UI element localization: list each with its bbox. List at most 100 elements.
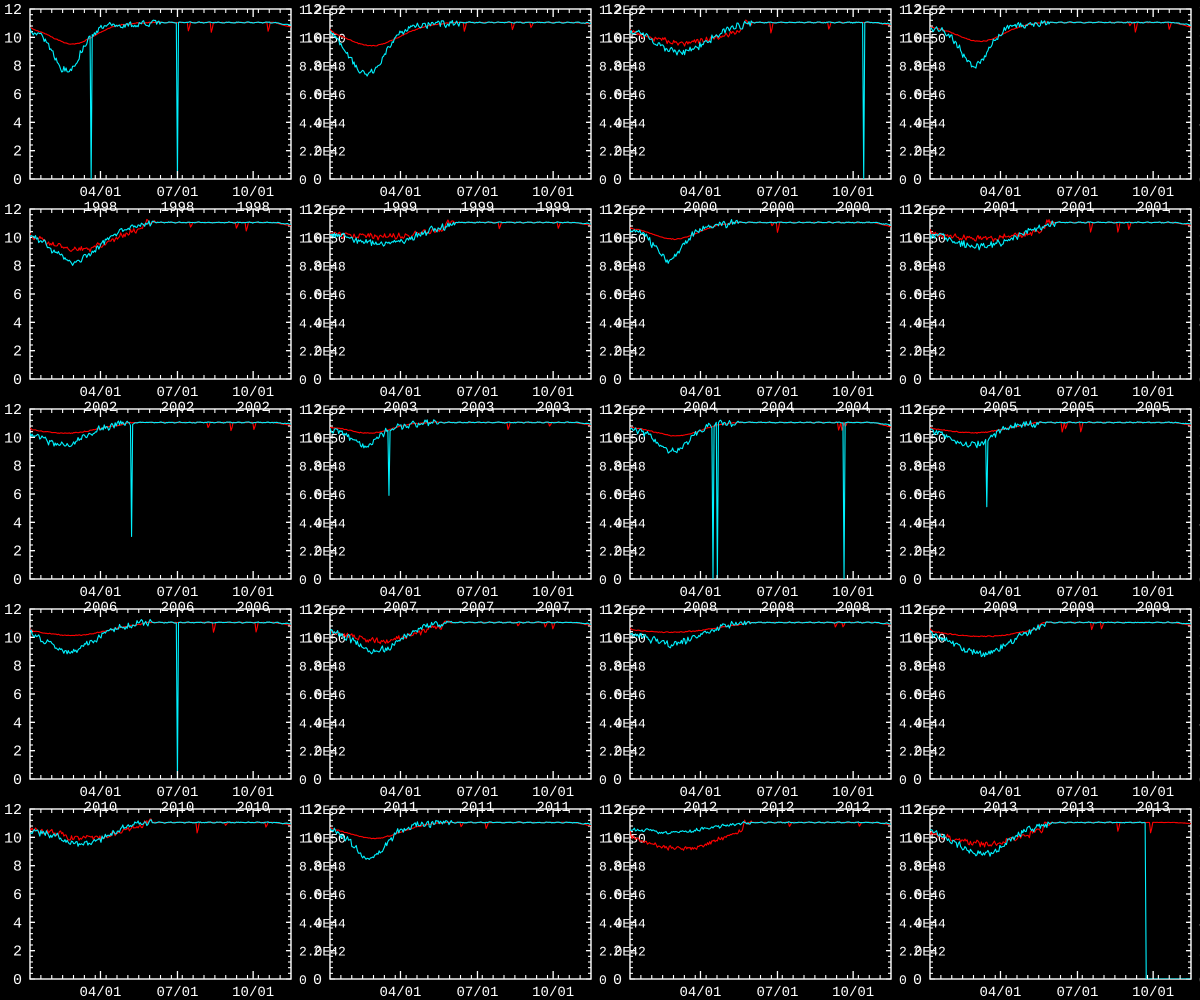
svg-text:10/01: 10/01: [232, 585, 274, 601]
svg-text:4: 4: [313, 715, 322, 732]
svg-text:2.0E42: 2.0E42: [299, 745, 346, 760]
svg-text:6: 6: [313, 887, 322, 904]
svg-text:8: 8: [313, 859, 322, 876]
svg-text:6.0E46: 6.0E46: [599, 288, 646, 303]
svg-text:2: 2: [913, 744, 922, 761]
svg-text:6.0E46: 6.0E46: [899, 88, 946, 103]
svg-text:10/01: 10/01: [232, 385, 274, 401]
svg-text:10/01: 10/01: [832, 185, 874, 201]
svg-text:4: 4: [613, 315, 622, 332]
svg-text:10: 10: [904, 230, 922, 247]
svg-text:8.0E48: 8.0E48: [599, 60, 646, 75]
svg-text:8: 8: [313, 59, 322, 76]
svg-text:2: 2: [313, 944, 322, 961]
svg-text:6: 6: [313, 87, 322, 104]
svg-text:6.0E46: 6.0E46: [899, 288, 946, 303]
svg-text:0: 0: [599, 373, 607, 388]
svg-text:12: 12: [4, 802, 22, 819]
svg-text:07/01: 07/01: [1056, 785, 1098, 801]
svg-text:2.0E42: 2.0E42: [899, 145, 946, 160]
svg-text:2.0E42: 2.0E42: [299, 145, 346, 160]
svg-text:12: 12: [904, 402, 922, 419]
svg-text:07/01: 07/01: [456, 385, 498, 401]
svg-text:2: 2: [13, 544, 22, 561]
svg-text:10/01: 10/01: [1132, 385, 1174, 401]
svg-text:0: 0: [13, 572, 22, 589]
svg-text:8: 8: [13, 459, 22, 476]
svg-text:0: 0: [299, 573, 307, 588]
svg-text:0: 0: [613, 172, 622, 189]
svg-text:4.0E44: 4.0E44: [899, 316, 946, 331]
svg-text:10/01: 10/01: [232, 185, 274, 201]
svg-text:8: 8: [613, 459, 622, 476]
svg-text:8: 8: [313, 659, 322, 676]
svg-text:04/01: 04/01: [379, 185, 421, 201]
svg-text:6: 6: [913, 887, 922, 904]
svg-text:4.0E44: 4.0E44: [599, 516, 646, 531]
svg-text:04/01: 04/01: [379, 585, 421, 601]
svg-text:4: 4: [313, 915, 322, 932]
svg-text:10/01: 10/01: [832, 785, 874, 801]
svg-text:8: 8: [13, 659, 22, 676]
svg-text:4.0E44: 4.0E44: [599, 716, 646, 731]
svg-text:10/01: 10/01: [532, 585, 574, 601]
svg-text:12: 12: [904, 2, 922, 19]
svg-text:4.0E44: 4.0E44: [599, 316, 646, 331]
svg-text:12: 12: [304, 602, 322, 619]
svg-text:6: 6: [913, 487, 922, 504]
svg-text:10/01: 10/01: [832, 585, 874, 601]
svg-text:2: 2: [913, 144, 922, 161]
svg-text:8.0E48: 8.0E48: [899, 260, 946, 275]
svg-text:07/01: 07/01: [1056, 385, 1098, 401]
svg-text:07/01: 07/01: [756, 985, 798, 1000]
svg-text:0: 0: [599, 773, 607, 788]
svg-text:8: 8: [13, 59, 22, 76]
svg-text:8.0E48: 8.0E48: [899, 660, 946, 675]
svg-text:6.0E46: 6.0E46: [599, 88, 646, 103]
svg-text:6: 6: [13, 887, 22, 904]
svg-text:6: 6: [13, 87, 22, 104]
svg-text:10: 10: [904, 630, 922, 647]
svg-text:04/01: 04/01: [679, 585, 721, 601]
svg-text:10/01: 10/01: [1132, 585, 1174, 601]
svg-text:0: 0: [899, 573, 907, 588]
svg-text:07/01: 07/01: [1056, 185, 1098, 201]
svg-text:6.0E46: 6.0E46: [299, 488, 346, 503]
svg-text:10/01: 10/01: [232, 785, 274, 801]
svg-text:4: 4: [613, 515, 622, 532]
svg-text:8.0E48: 8.0E48: [599, 660, 646, 675]
svg-text:8: 8: [613, 259, 622, 276]
svg-text:12: 12: [4, 2, 22, 19]
svg-text:0: 0: [299, 373, 307, 388]
svg-text:8.0E48: 8.0E48: [299, 60, 346, 75]
svg-text:8.0E48: 8.0E48: [299, 660, 346, 675]
svg-text:2.0E42: 2.0E42: [899, 745, 946, 760]
svg-text:10: 10: [304, 830, 322, 847]
svg-text:04/01: 04/01: [679, 985, 721, 1000]
svg-text:6.0E46: 6.0E46: [899, 688, 946, 703]
svg-text:12: 12: [604, 202, 622, 219]
svg-text:4: 4: [613, 715, 622, 732]
svg-text:10: 10: [904, 830, 922, 847]
svg-text:04/01: 04/01: [379, 385, 421, 401]
svg-text:10/01: 10/01: [1132, 185, 1174, 201]
svg-text:2: 2: [313, 544, 322, 561]
svg-text:04/01: 04/01: [79, 385, 121, 401]
svg-text:6: 6: [913, 87, 922, 104]
svg-text:10: 10: [604, 630, 622, 647]
svg-text:8: 8: [313, 459, 322, 476]
svg-text:10: 10: [904, 30, 922, 47]
svg-text:07/01: 07/01: [756, 385, 798, 401]
svg-text:07/01: 07/01: [156, 185, 198, 201]
svg-text:10: 10: [904, 430, 922, 447]
svg-text:0: 0: [13, 772, 22, 789]
svg-text:04/01: 04/01: [679, 385, 721, 401]
svg-text:0: 0: [599, 173, 607, 188]
svg-text:12: 12: [904, 802, 922, 819]
svg-text:6: 6: [613, 887, 622, 904]
svg-text:6.0E46: 6.0E46: [599, 688, 646, 703]
svg-text:2: 2: [313, 144, 322, 161]
svg-text:0: 0: [313, 372, 322, 389]
svg-text:10: 10: [604, 230, 622, 247]
svg-text:0: 0: [899, 773, 907, 788]
